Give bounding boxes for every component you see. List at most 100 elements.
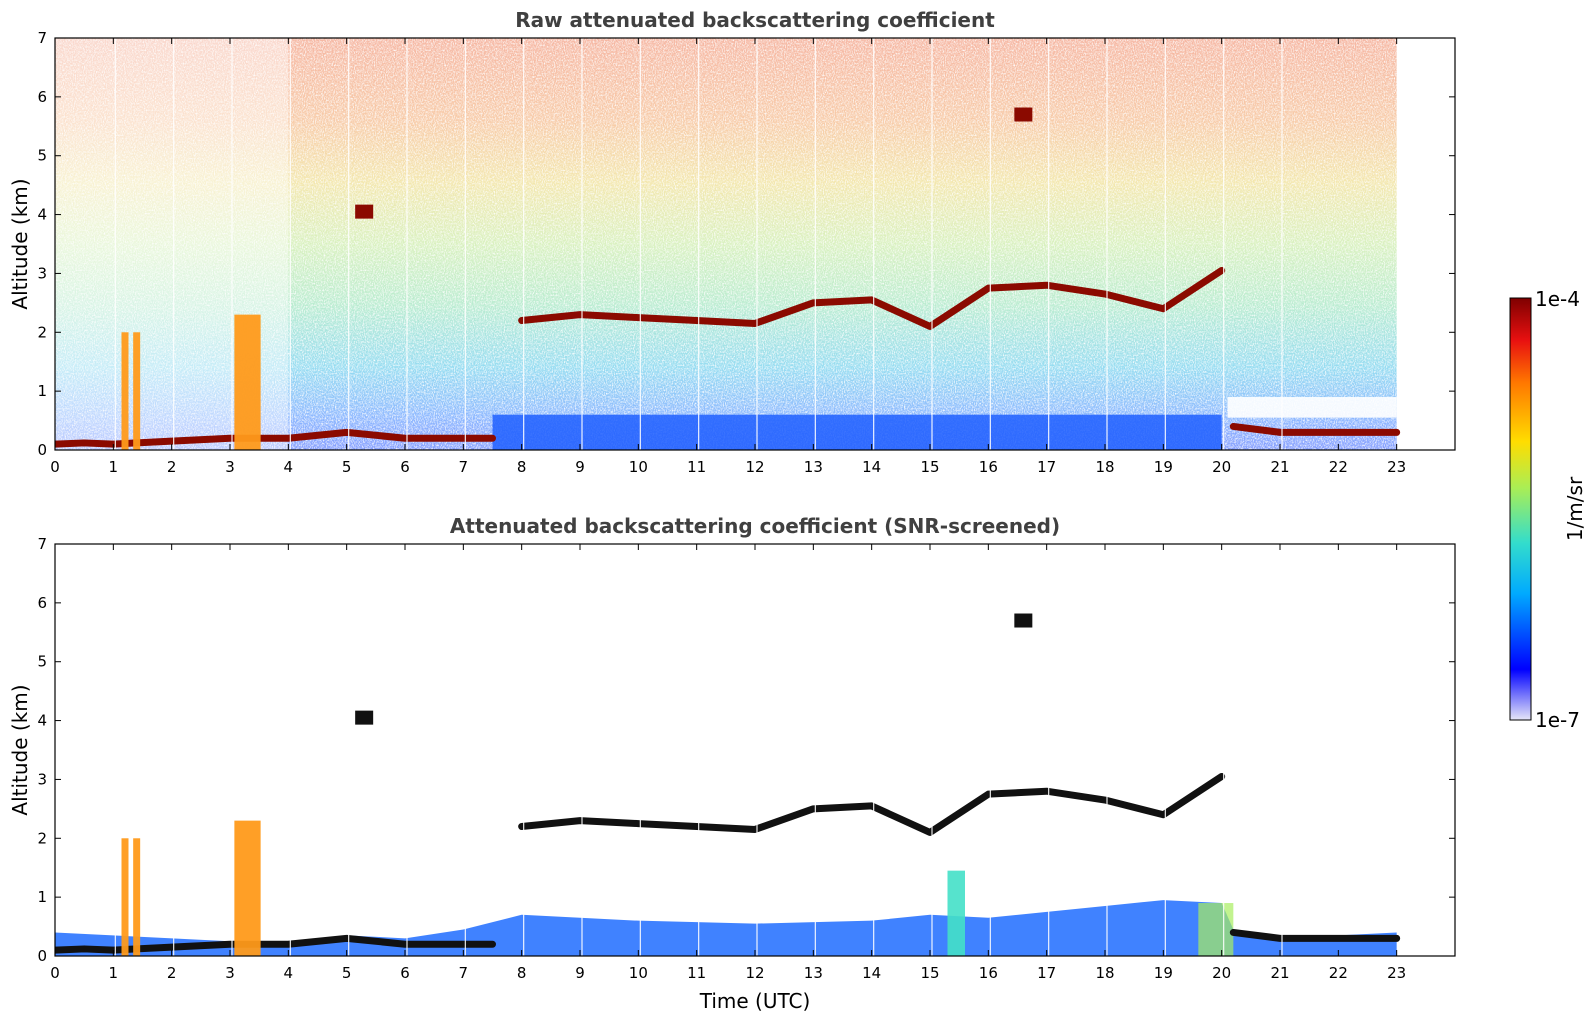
x-tick-label: 23: [1387, 964, 1406, 982]
axis-ticks: 0 1 2 3 4 5 6 7 8 9 10 11 12 13 14 15 16 17 18 19 20 21 22 2301…: [37, 535, 1455, 982]
x-tick-label: 7: [459, 964, 469, 982]
x-tick-label: 19: [1154, 458, 1173, 476]
y-tick-label: 1: [37, 382, 47, 400]
plot-area: [55, 38, 1401, 450]
x-tick-label: 6: [400, 458, 410, 476]
y-axis-label: Altitude (km): [8, 684, 32, 815]
x-tick-label: 3: [225, 964, 235, 982]
x-tick-label: 0: [50, 458, 60, 476]
x-axis-label: Time (UTC): [699, 989, 811, 1013]
precipitation-shaft: [133, 332, 141, 450]
precipitation-shaft: [234, 820, 261, 956]
snr-screened-panel: Attenuated backscattering coefficient (S…: [8, 514, 1456, 1013]
isolated-cloud: [1014, 107, 1033, 122]
x-tick-label: 11: [687, 964, 706, 982]
x-tick-label: 17: [1037, 458, 1056, 476]
colorbar: 1e-4 1e-7 1/m/sr: [1509, 287, 1587, 732]
x-tick-label: 21: [1270, 964, 1289, 982]
y-tick-label: 7: [37, 535, 47, 553]
panel-title: Raw attenuated backscattering coefficien…: [515, 8, 995, 32]
x-tick-label: 16: [979, 964, 998, 982]
x-tick-label: 11: [687, 458, 706, 476]
y-tick-label: 3: [37, 770, 47, 788]
y-tick-label: 7: [37, 29, 47, 47]
x-tick-label: 1: [109, 964, 119, 982]
colorbar-unit-label: 1/m/sr: [1563, 476, 1587, 541]
x-tick-label: 19: [1154, 964, 1173, 982]
x-tick-label: 16: [979, 458, 998, 476]
x-tick-label: 9: [575, 458, 585, 476]
x-tick-label: 10: [629, 458, 648, 476]
axis-ticks: 0 1 2 3 4 5 6 7 8 9 10 11 12 13 14 15 16 17 18 19 20 21 22 2301…: [37, 29, 1455, 476]
precipitation-shaft: [121, 332, 129, 450]
y-tick-label: 4: [37, 712, 47, 730]
cloud-layer: [518, 266, 1226, 330]
raw-backscatter-panel: Raw attenuated backscattering coefficien…: [8, 8, 1456, 476]
x-tick-label: 13: [804, 458, 823, 476]
y-tick-label: 6: [37, 594, 47, 612]
x-tick-label: 18: [1095, 964, 1114, 982]
x-tick-label: 9: [575, 964, 585, 982]
plot-frame: [54, 543, 1456, 957]
colorbar-max-label: 1e-4: [1535, 287, 1580, 311]
isolated-cloud: [355, 710, 374, 725]
evening-boundary-layer: [1229, 928, 1401, 942]
y-tick-label: 0: [37, 441, 47, 459]
y-tick-label: 3: [37, 264, 47, 282]
x-tick-label: 8: [517, 458, 527, 476]
x-tick-label: 20: [1212, 964, 1231, 982]
y-tick-label: 0: [37, 947, 47, 965]
y-tick-label: 4: [37, 206, 47, 224]
evening-boundary-layer: [1229, 422, 1401, 436]
x-tick-label: 2: [167, 458, 177, 476]
cloud-layer: [518, 772, 1226, 836]
x-tick-label: 21: [1270, 458, 1289, 476]
x-tick-label: 17: [1037, 964, 1056, 982]
x-tick-label: 22: [1329, 458, 1348, 476]
colorbar-min-label: 1e-7: [1535, 708, 1580, 732]
precipitation-shaft: [234, 314, 261, 450]
x-tick-label: 22: [1329, 964, 1348, 982]
x-tick-label: 4: [284, 964, 294, 982]
colorbar-gradient: [1509, 297, 1532, 721]
x-tick-label: 8: [517, 964, 527, 982]
x-tick-label: 13: [804, 964, 823, 982]
y-tick-label: 1: [37, 888, 47, 906]
x-tick-label: 14: [862, 458, 881, 476]
x-tick-label: 5: [342, 458, 352, 476]
panel-title: Attenuated backscattering coefficient (S…: [450, 514, 1060, 538]
y-axis-label: Altitude (km): [8, 178, 32, 309]
x-tick-label: 10: [629, 964, 648, 982]
y-tick-label: 2: [37, 323, 47, 341]
y-tick-label: 5: [37, 653, 47, 671]
isolated-cloud: [355, 204, 374, 219]
y-tick-label: 5: [37, 147, 47, 165]
x-tick-label: 18: [1095, 458, 1114, 476]
x-tick-label: 3: [225, 458, 235, 476]
x-tick-label: 14: [862, 964, 881, 982]
x-tick-label: 12: [745, 458, 764, 476]
x-tick-label: 5: [342, 964, 352, 982]
x-tick-label: 15: [920, 458, 939, 476]
aerosol-plume: [1198, 903, 1234, 956]
x-tick-label: 4: [284, 458, 294, 476]
x-tick-label: 15: [920, 964, 939, 982]
precipitation-shaft: [121, 838, 129, 956]
noise-speckle: [55, 38, 1397, 450]
x-tick-label: 2: [167, 964, 177, 982]
updraft-plume: [947, 870, 965, 956]
surface-blue-band: [492, 414, 1222, 450]
x-tick-label: 7: [459, 458, 469, 476]
y-tick-label: 6: [37, 88, 47, 106]
x-tick-label: 12: [745, 964, 764, 982]
x-tick-label: 1: [109, 458, 119, 476]
x-tick-label: 23: [1387, 458, 1406, 476]
x-tick-label: 0: [50, 964, 60, 982]
isolated-cloud: [1014, 613, 1033, 628]
x-tick-label: 6: [400, 964, 410, 982]
x-tick-label: 20: [1212, 458, 1231, 476]
precipitation-shaft: [133, 838, 141, 956]
y-tick-label: 2: [37, 829, 47, 847]
plot-area: [55, 544, 1401, 956]
